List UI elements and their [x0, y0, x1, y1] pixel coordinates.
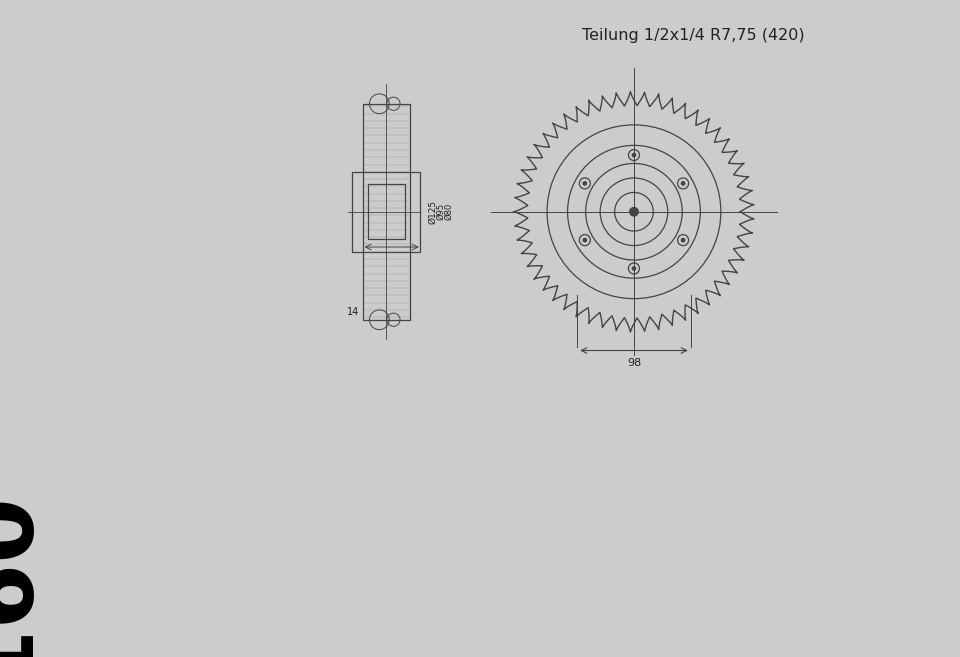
Circle shape	[633, 153, 636, 156]
Circle shape	[630, 208, 638, 216]
Text: 14: 14	[348, 307, 360, 317]
Circle shape	[633, 267, 636, 270]
Circle shape	[583, 182, 587, 185]
Text: Teilung 1/2x1/4 R7,75 (420): Teilung 1/2x1/4 R7,75 (420)	[583, 28, 805, 43]
Text: Ø80: Ø80	[444, 203, 453, 220]
Text: 25160: 25160	[0, 489, 46, 657]
Circle shape	[682, 182, 684, 185]
Text: Ø125: Ø125	[428, 200, 437, 224]
Circle shape	[583, 238, 587, 242]
Text: Ø95: Ø95	[437, 203, 445, 220]
Bar	[363, 104, 410, 320]
Bar	[368, 184, 405, 239]
Circle shape	[682, 238, 684, 242]
Text: 98: 98	[627, 358, 641, 368]
Bar	[352, 171, 420, 252]
